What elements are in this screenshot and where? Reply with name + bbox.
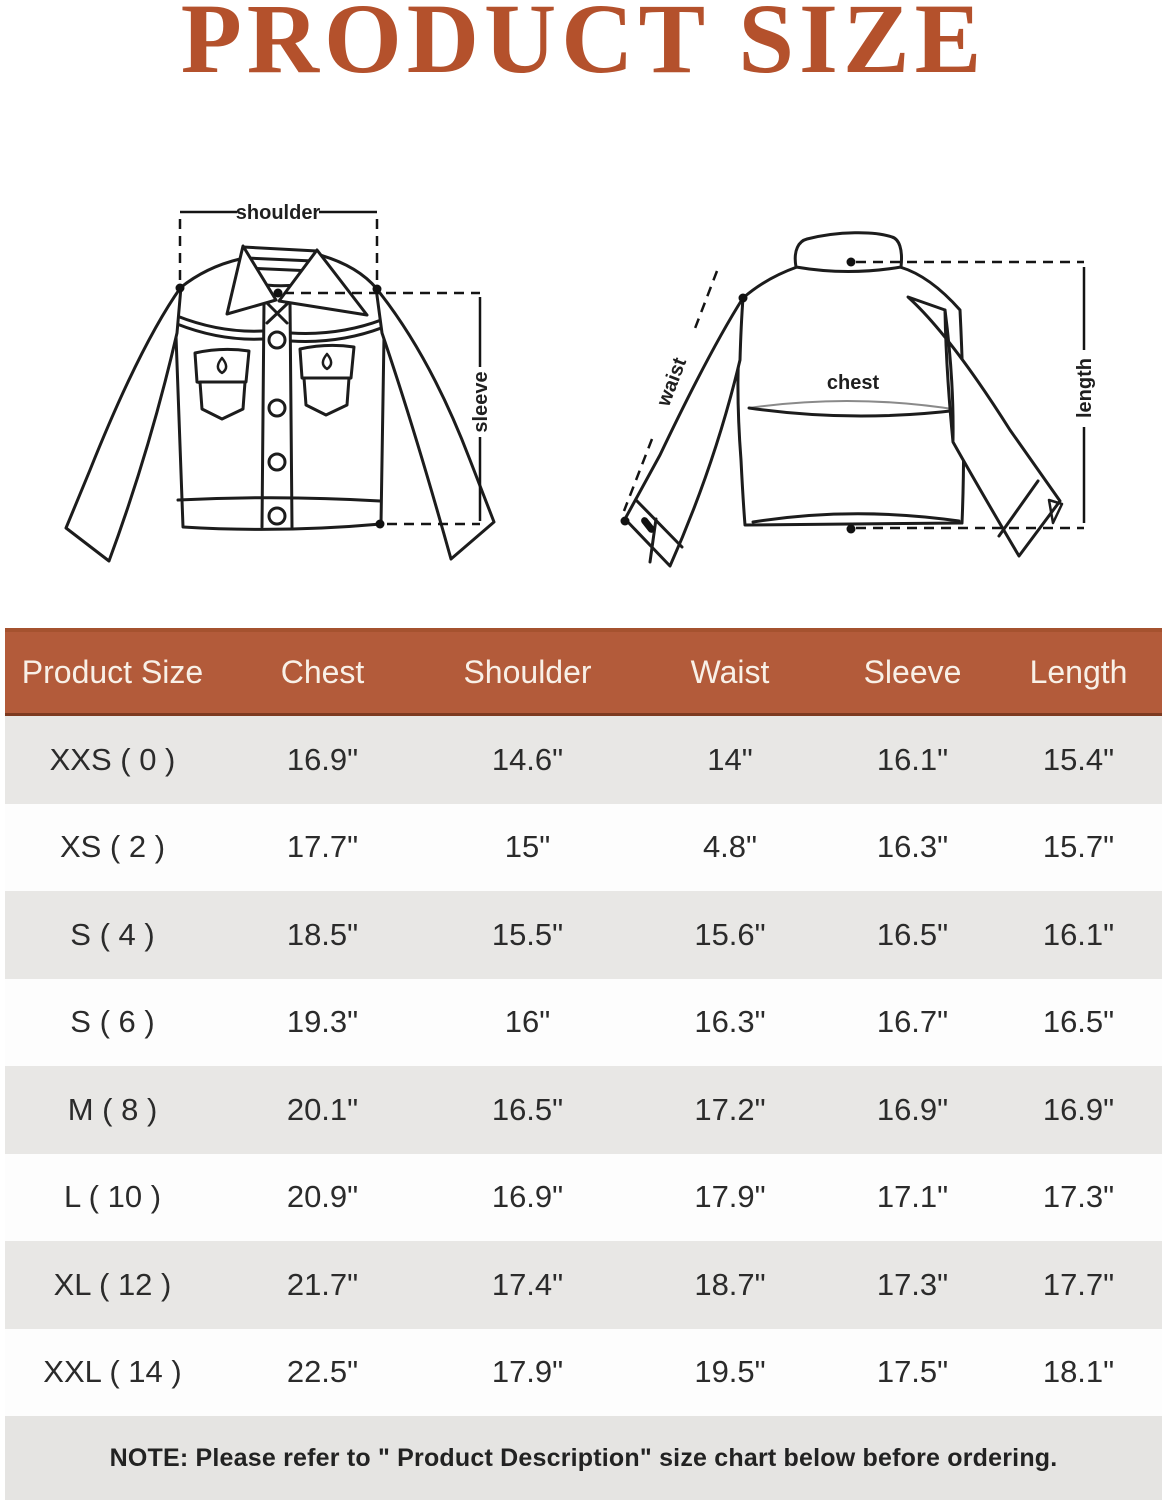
table-cell: M ( 8 ) bbox=[67, 1091, 158, 1127]
button bbox=[267, 330, 287, 350]
pocket-flap bbox=[298, 343, 356, 382]
table-cell: 4.8" bbox=[702, 829, 758, 865]
table-cell: 16.3" bbox=[876, 829, 949, 865]
table-cell: XXL ( 14 ) bbox=[43, 1354, 182, 1390]
table-cell: 16.9" bbox=[491, 1179, 564, 1215]
table-cell: 16.9" bbox=[876, 1091, 949, 1127]
page-title: PRODUCT SIZE bbox=[180, 0, 987, 94]
table-cell: L ( 10 ) bbox=[63, 1179, 162, 1215]
button bbox=[267, 398, 287, 418]
table-cell: 18.7" bbox=[694, 1266, 766, 1302]
table-row: XXS ( 0 ) 16.9" 14.6" 14" 16.1" 15.4" bbox=[5, 716, 1162, 804]
table-cell: 14" bbox=[707, 741, 753, 777]
table-row: XL ( 12 ) 21.7" 17.4" 18.7" 17.3" 17.7" bbox=[5, 1241, 1162, 1329]
measure-dot bbox=[375, 519, 385, 529]
measure-dot bbox=[738, 293, 748, 303]
table-row: XS ( 2 ) 17.7" 15" 4.8" 16.3" 15.7" bbox=[5, 803, 1162, 891]
measure-dot bbox=[273, 288, 283, 298]
table-cell: 17.9" bbox=[694, 1179, 766, 1215]
pocket-flap bbox=[193, 347, 251, 386]
table-cell: 17.3" bbox=[1042, 1179, 1115, 1215]
table-cell: 19.3" bbox=[286, 1004, 359, 1040]
table-cell: 17.5" bbox=[876, 1354, 949, 1390]
note-text: NOTE: Please refer to " Product Descript… bbox=[5, 1416, 1162, 1500]
table-row: XXL ( 14 ) 22.5" 17.9" 19.5" 17.5" 18.1" bbox=[5, 1328, 1162, 1416]
header-cell: Sleeve bbox=[863, 654, 962, 690]
pocket-body bbox=[302, 376, 351, 417]
table-cell: 15.6" bbox=[694, 916, 766, 952]
table-cell: 16.9" bbox=[1042, 1091, 1115, 1127]
measure-dot bbox=[846, 257, 856, 267]
table-cell: 15.7" bbox=[1042, 829, 1115, 865]
sleeve-right bbox=[374, 286, 496, 561]
collar bbox=[793, 231, 903, 273]
measure-dot bbox=[372, 284, 382, 294]
table-cell: S ( 6 ) bbox=[70, 1004, 155, 1040]
header-cell: Length bbox=[1029, 654, 1128, 690]
header-cell: Product Size bbox=[21, 654, 204, 690]
table-cell: 18.1" bbox=[1042, 1354, 1115, 1390]
table-cell: 15.5" bbox=[491, 916, 564, 952]
measure-dot bbox=[620, 516, 630, 526]
table-cell: 14.6" bbox=[491, 741, 564, 777]
table-cell: 19.5" bbox=[694, 1354, 766, 1390]
table-cell: 17.7" bbox=[1042, 1266, 1115, 1302]
table-cell: 16.1" bbox=[876, 741, 949, 777]
jacket-back-diagram: chest length waist bbox=[620, 231, 1096, 568]
collar-wing bbox=[277, 248, 369, 317]
measure-dot bbox=[846, 524, 856, 534]
sleeve-left bbox=[64, 285, 183, 563]
table-cell: 17.2" bbox=[694, 1091, 766, 1127]
table-cell: 15.4" bbox=[1042, 741, 1115, 777]
table-cell: XXS ( 0 ) bbox=[49, 741, 176, 777]
table-row: L ( 10 ) 20.9" 16.9" 17.9" 17.1" 17.3" bbox=[5, 1153, 1162, 1241]
table-cell: 15" bbox=[504, 829, 551, 865]
shoulder-label: shoulder bbox=[236, 202, 321, 224]
table-cell: XS ( 2 ) bbox=[59, 829, 166, 865]
table-cell: 20.1" bbox=[286, 1091, 359, 1127]
table-cell: 16.5" bbox=[1042, 1004, 1115, 1040]
sleeve-left bbox=[623, 296, 745, 568]
table-cell: 16.1" bbox=[1042, 916, 1115, 952]
table-cell: 17.1" bbox=[876, 1179, 949, 1215]
jacket-front-diagram: shoulder sleeve bbox=[64, 202, 496, 563]
table-row: S ( 4 ) 18.5" 15.5" 15.6" 16.5" 16.1" bbox=[5, 891, 1162, 979]
table-cell: 22.5" bbox=[286, 1354, 359, 1390]
table-cell: 17.9" bbox=[491, 1354, 564, 1390]
header-cell: Waist bbox=[690, 654, 770, 690]
chest-label: chest bbox=[827, 372, 880, 394]
pocket-body bbox=[198, 380, 247, 421]
table-cell: 16.7" bbox=[876, 1004, 949, 1040]
table-row: M ( 8 ) 20.1" 16.5" 17.2" 16.9" 16.9" bbox=[5, 1066, 1162, 1154]
table-cell: 20.9" bbox=[286, 1179, 359, 1215]
button bbox=[267, 452, 287, 472]
table-header: Product Size Chest Shoulder Waist Sleeve… bbox=[5, 628, 1162, 716]
table-cell: 16.9" bbox=[286, 741, 359, 777]
table-cell: 16.5" bbox=[876, 916, 949, 952]
table-cell: 17.7" bbox=[286, 829, 359, 865]
sleeve-right bbox=[906, 295, 1062, 558]
table-cell: 18.5" bbox=[286, 916, 359, 952]
header-cell: Chest bbox=[280, 654, 365, 690]
sleeve-label: sleeve bbox=[470, 371, 492, 432]
table-cell: 21.7" bbox=[286, 1266, 359, 1302]
table-row: S ( 6 ) 19.3" 16" 16.3" 16.7" 16.5" bbox=[5, 978, 1162, 1066]
table-cell: S ( 4 ) bbox=[70, 916, 155, 952]
collar-wing bbox=[225, 244, 278, 316]
header-cell: Shoulder bbox=[463, 654, 592, 690]
table-cell: 16" bbox=[504, 1004, 551, 1040]
button bbox=[267, 506, 287, 526]
length-label: length bbox=[1074, 358, 1096, 418]
table-cell: 16.3" bbox=[694, 1004, 766, 1040]
table-cell: 17.4" bbox=[491, 1266, 564, 1302]
table-cell: 17.3" bbox=[876, 1266, 949, 1302]
table-cell: XL ( 12 ) bbox=[53, 1266, 172, 1302]
measure-dot bbox=[175, 283, 185, 293]
table-cell: 16.5" bbox=[491, 1091, 564, 1127]
size-table: Product Size Chest Shoulder Waist Sleeve… bbox=[5, 628, 1162, 1416]
